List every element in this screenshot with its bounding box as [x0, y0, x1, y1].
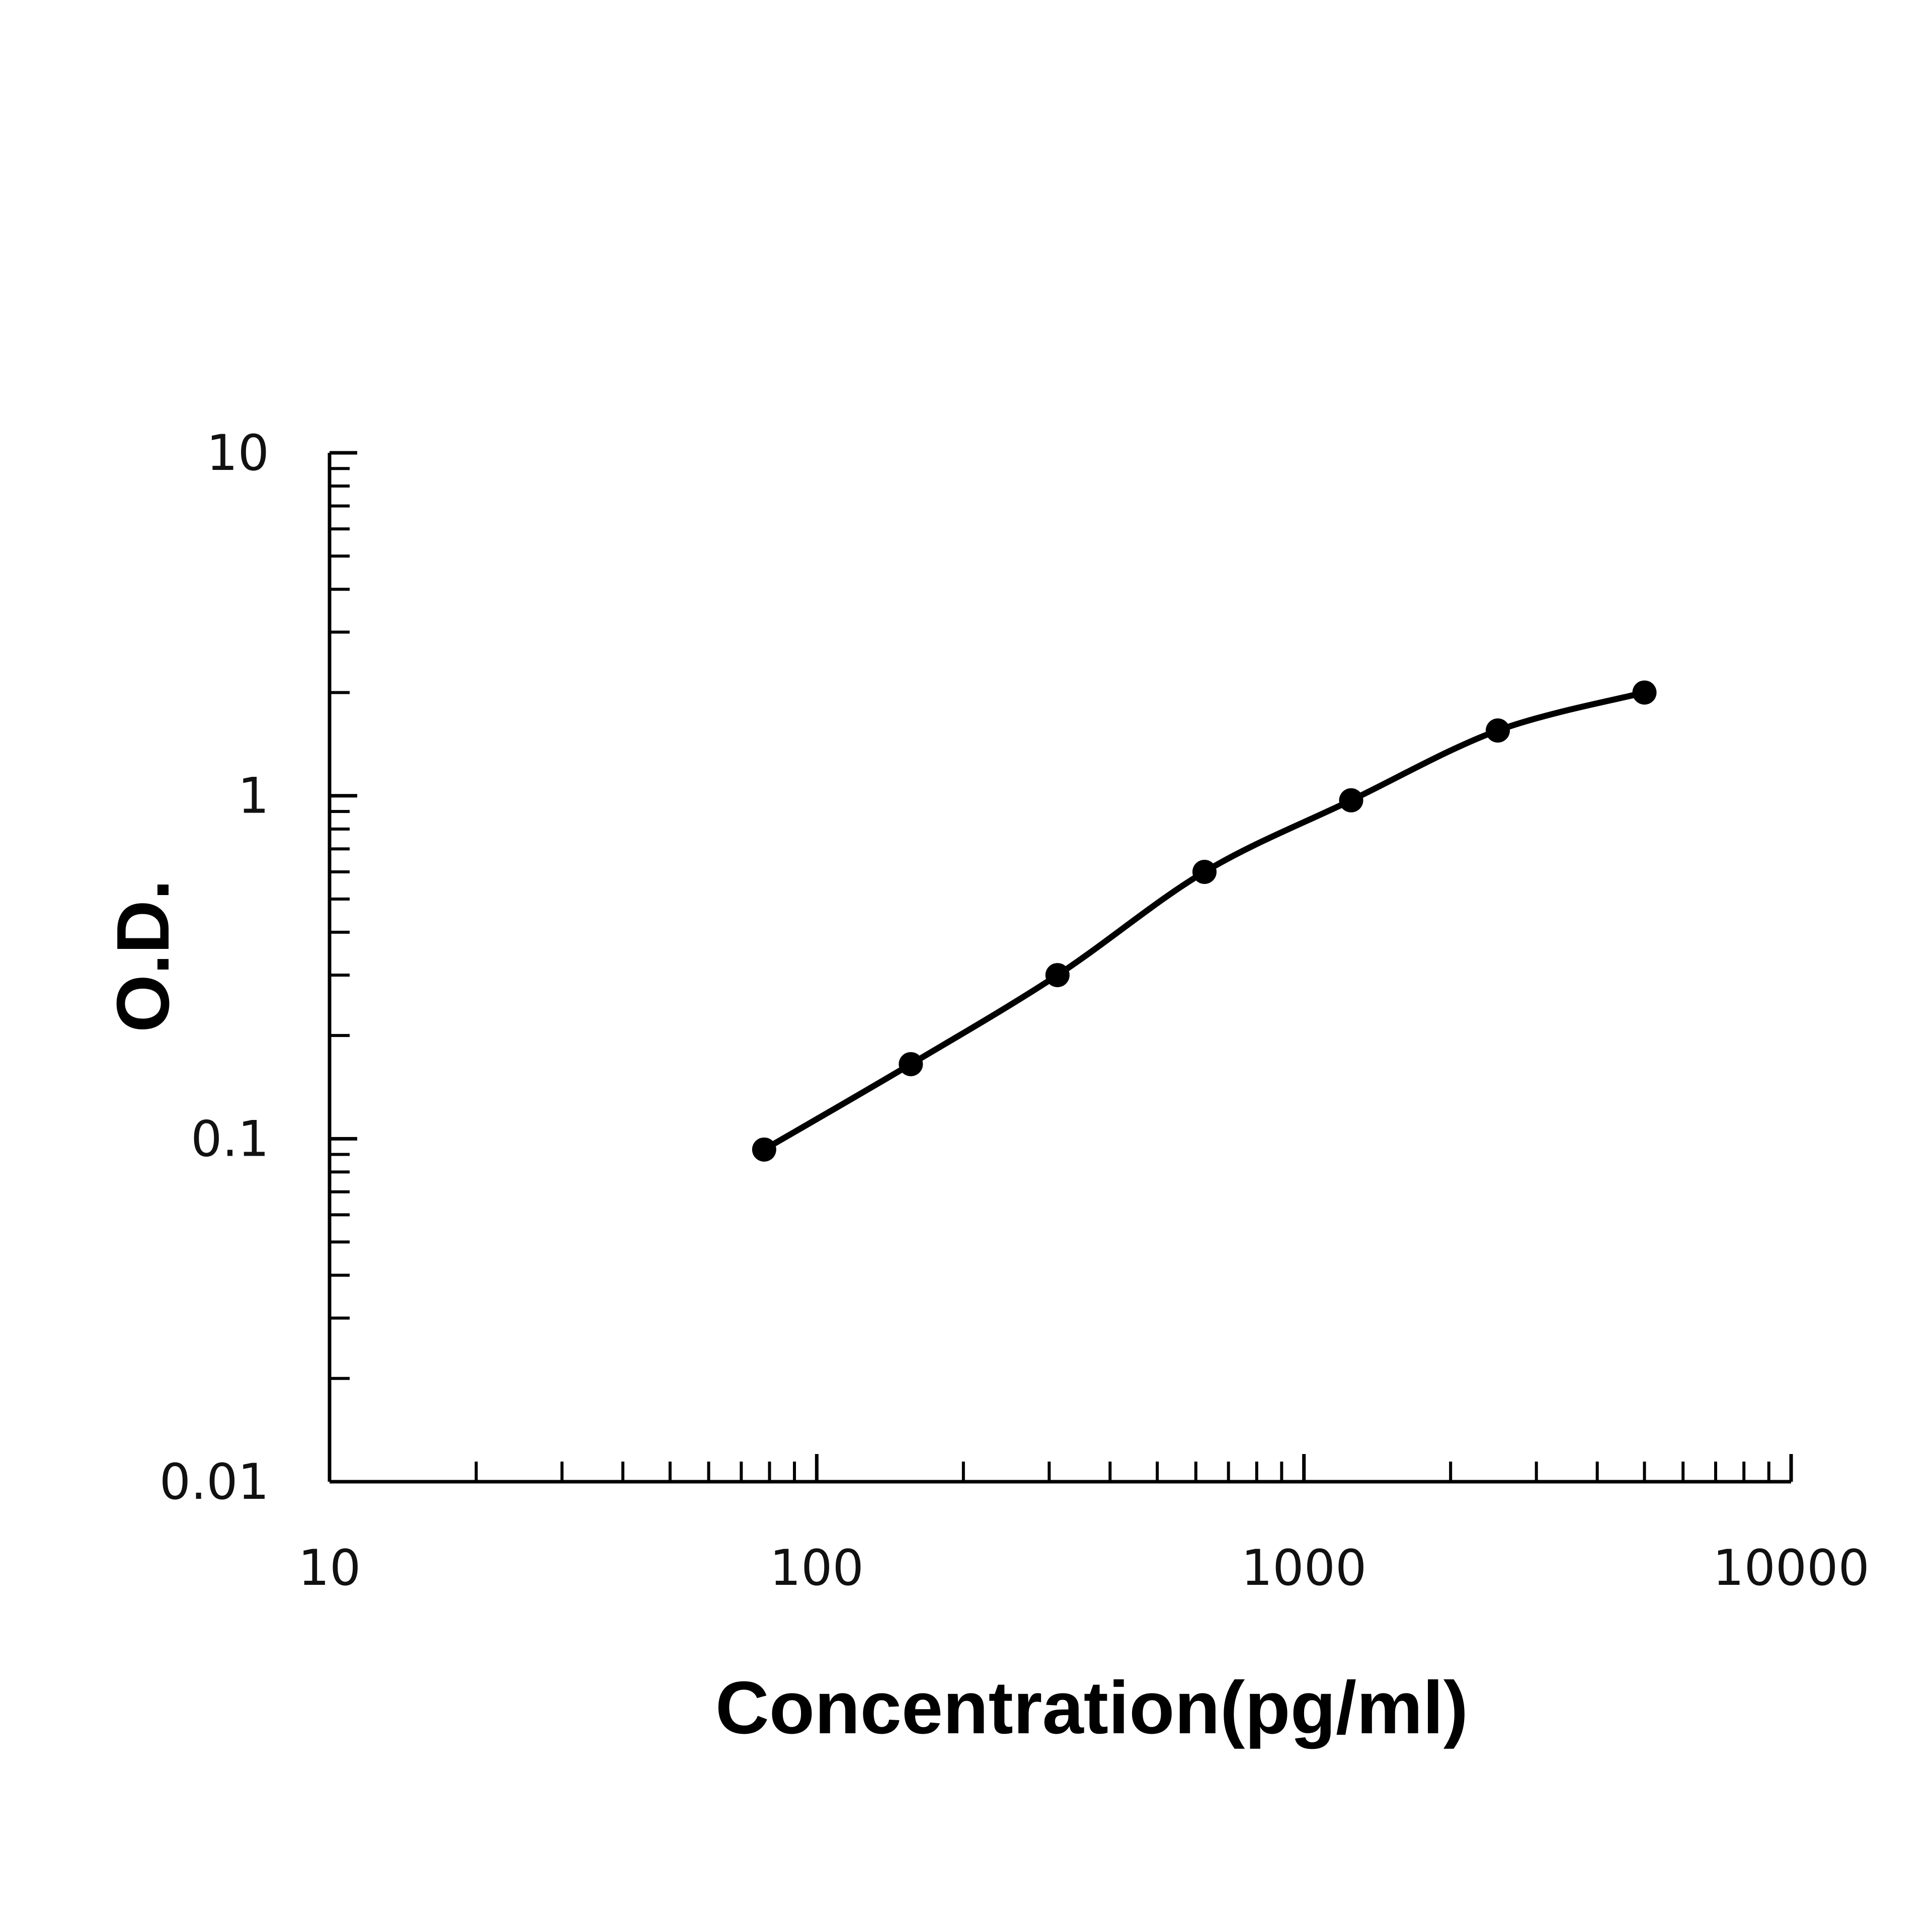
points-layer	[752, 680, 1657, 1162]
ticks-layer: 0.01 0.1 1 10 10 100 1000 10000	[159, 425, 1870, 1597]
y-tick-label: 0.1	[191, 1110, 269, 1168]
data-point	[1486, 718, 1510, 743]
data-point	[1632, 680, 1657, 705]
data-point	[1339, 788, 1363, 813]
x-tick-label: 10	[298, 1540, 361, 1597]
axes-layer	[328, 453, 1791, 1484]
y-tick-label: 10	[206, 425, 269, 482]
data-point	[899, 1052, 923, 1077]
y-axis-title: O.D.	[102, 879, 185, 1032]
series-line	[761, 689, 1648, 1153]
curve-layer	[761, 689, 1648, 1153]
data-point	[1192, 859, 1217, 884]
x-tick-label: 100	[770, 1540, 864, 1597]
x-tick-label: 10000	[1713, 1540, 1870, 1597]
x-axis-title: Concentration(pg/ml)	[715, 1666, 1468, 1749]
data-point	[752, 1137, 776, 1162]
data-point	[1045, 963, 1070, 988]
x-tick-label: 1000	[1241, 1540, 1366, 1597]
y-tick-label: 1	[238, 768, 269, 825]
y-tick-label: 0.01	[159, 1454, 269, 1511]
